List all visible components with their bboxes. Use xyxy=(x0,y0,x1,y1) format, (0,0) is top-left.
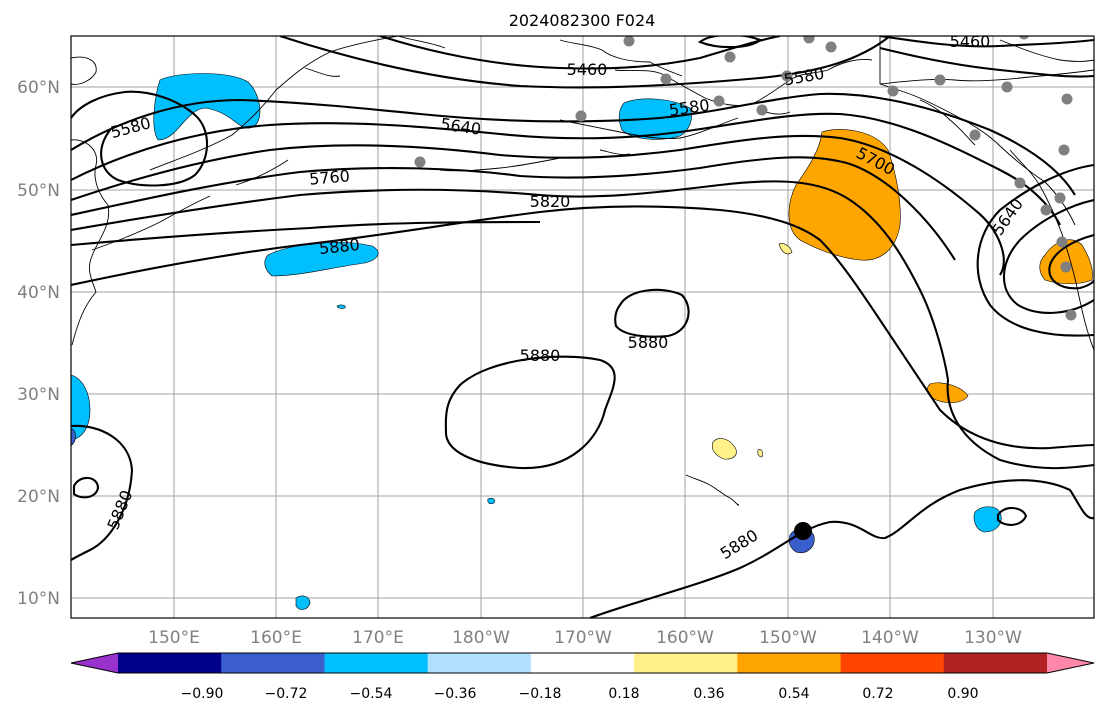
colorbar-label: 0.72 xyxy=(862,686,893,702)
lat-label: 20°N xyxy=(17,487,60,507)
colorbar-label: 0.54 xyxy=(778,686,809,702)
colorbar-swatch xyxy=(530,653,635,673)
colorbar-outline xyxy=(70,652,1095,674)
lon-label: 130°W xyxy=(964,628,1022,648)
colorbar-swatch xyxy=(71,653,118,673)
colorbar-swatch xyxy=(634,653,738,673)
colorbar-swatch xyxy=(840,653,945,673)
colorbar-labels: −0.90 −0.72 −0.54 −0.36 −0.18 0.18 0.36 … xyxy=(181,686,979,702)
contour-label: 5580 xyxy=(782,64,825,90)
contour-label: 5880 xyxy=(520,346,561,365)
plot-frame xyxy=(70,35,1095,619)
colorbar-swatch xyxy=(737,653,842,673)
colorbar-label: 0.90 xyxy=(947,686,978,702)
colorbar-label: −0.72 xyxy=(265,686,308,702)
positive-anomaly-areas xyxy=(788,129,1093,403)
lon-label: 170°E xyxy=(352,628,404,648)
contour-label: 5820 xyxy=(530,192,571,211)
height-contours xyxy=(71,36,1094,618)
contour-label: 5760 xyxy=(308,166,350,188)
lat-label: 60°N xyxy=(17,78,60,98)
lat-label: 30°N xyxy=(17,385,60,405)
colorbar-label: −0.18 xyxy=(519,686,562,702)
lon-label: 170°W xyxy=(554,628,612,648)
colorbar-swatch xyxy=(324,653,429,673)
contour-label: 5880 xyxy=(628,333,669,352)
longitude-labels: 150°E 160°E 170°E 180°W 170°W 160°W 150°… xyxy=(148,628,1022,648)
colorbar-label: −0.54 xyxy=(350,686,393,702)
station-markers xyxy=(414,36,1077,321)
colorbar: −0.90 −0.72 −0.54 −0.36 −0.18 0.18 0.36 … xyxy=(70,652,1095,702)
lon-label: 160°E xyxy=(250,628,302,648)
colorbar-swatch xyxy=(1047,653,1094,673)
colorbar-swatch xyxy=(943,653,1048,673)
contour-label: 5460 xyxy=(567,60,608,79)
colorbar-swatches xyxy=(70,652,1095,674)
contour-label: 5580 xyxy=(668,95,711,119)
lon-label: 150°W xyxy=(759,628,817,648)
colorbar-label: −0.36 xyxy=(434,686,477,702)
contour-label: 5580 xyxy=(108,113,152,142)
coastlines xyxy=(71,36,1094,506)
gridlines xyxy=(71,36,1094,618)
contour-label: 5880 xyxy=(103,488,136,533)
lon-label: 180°W xyxy=(452,628,510,648)
colorbar-swatch xyxy=(427,653,532,673)
lat-label: 10°N xyxy=(17,589,60,609)
lon-label: 140°W xyxy=(861,628,919,648)
map-title: 2024082300 F024 xyxy=(509,11,656,30)
colorbar-swatch xyxy=(118,653,222,673)
contour-label: 5880 xyxy=(717,525,762,563)
colorbar-label: −0.90 xyxy=(181,686,224,702)
lon-label: 160°W xyxy=(656,628,714,648)
contour-label: 5460 xyxy=(950,32,991,51)
colorbar-label: 0.18 xyxy=(608,686,639,702)
deep-negative-anomaly-areas xyxy=(71,427,815,553)
lat-label: 40°N xyxy=(17,283,60,303)
lon-label: 150°E xyxy=(148,628,200,648)
latitude-labels: 60°N 50°N 40°N 30°N 20°N 10°N xyxy=(17,78,60,609)
colorbar-label: 0.36 xyxy=(693,686,724,702)
colorbar-swatch xyxy=(221,653,325,673)
contour-label: 5880 xyxy=(318,235,360,258)
tropical-cyclone-marker xyxy=(794,522,812,540)
lat-label: 50°N xyxy=(17,181,60,201)
light-positive-anomaly-areas xyxy=(711,243,793,460)
